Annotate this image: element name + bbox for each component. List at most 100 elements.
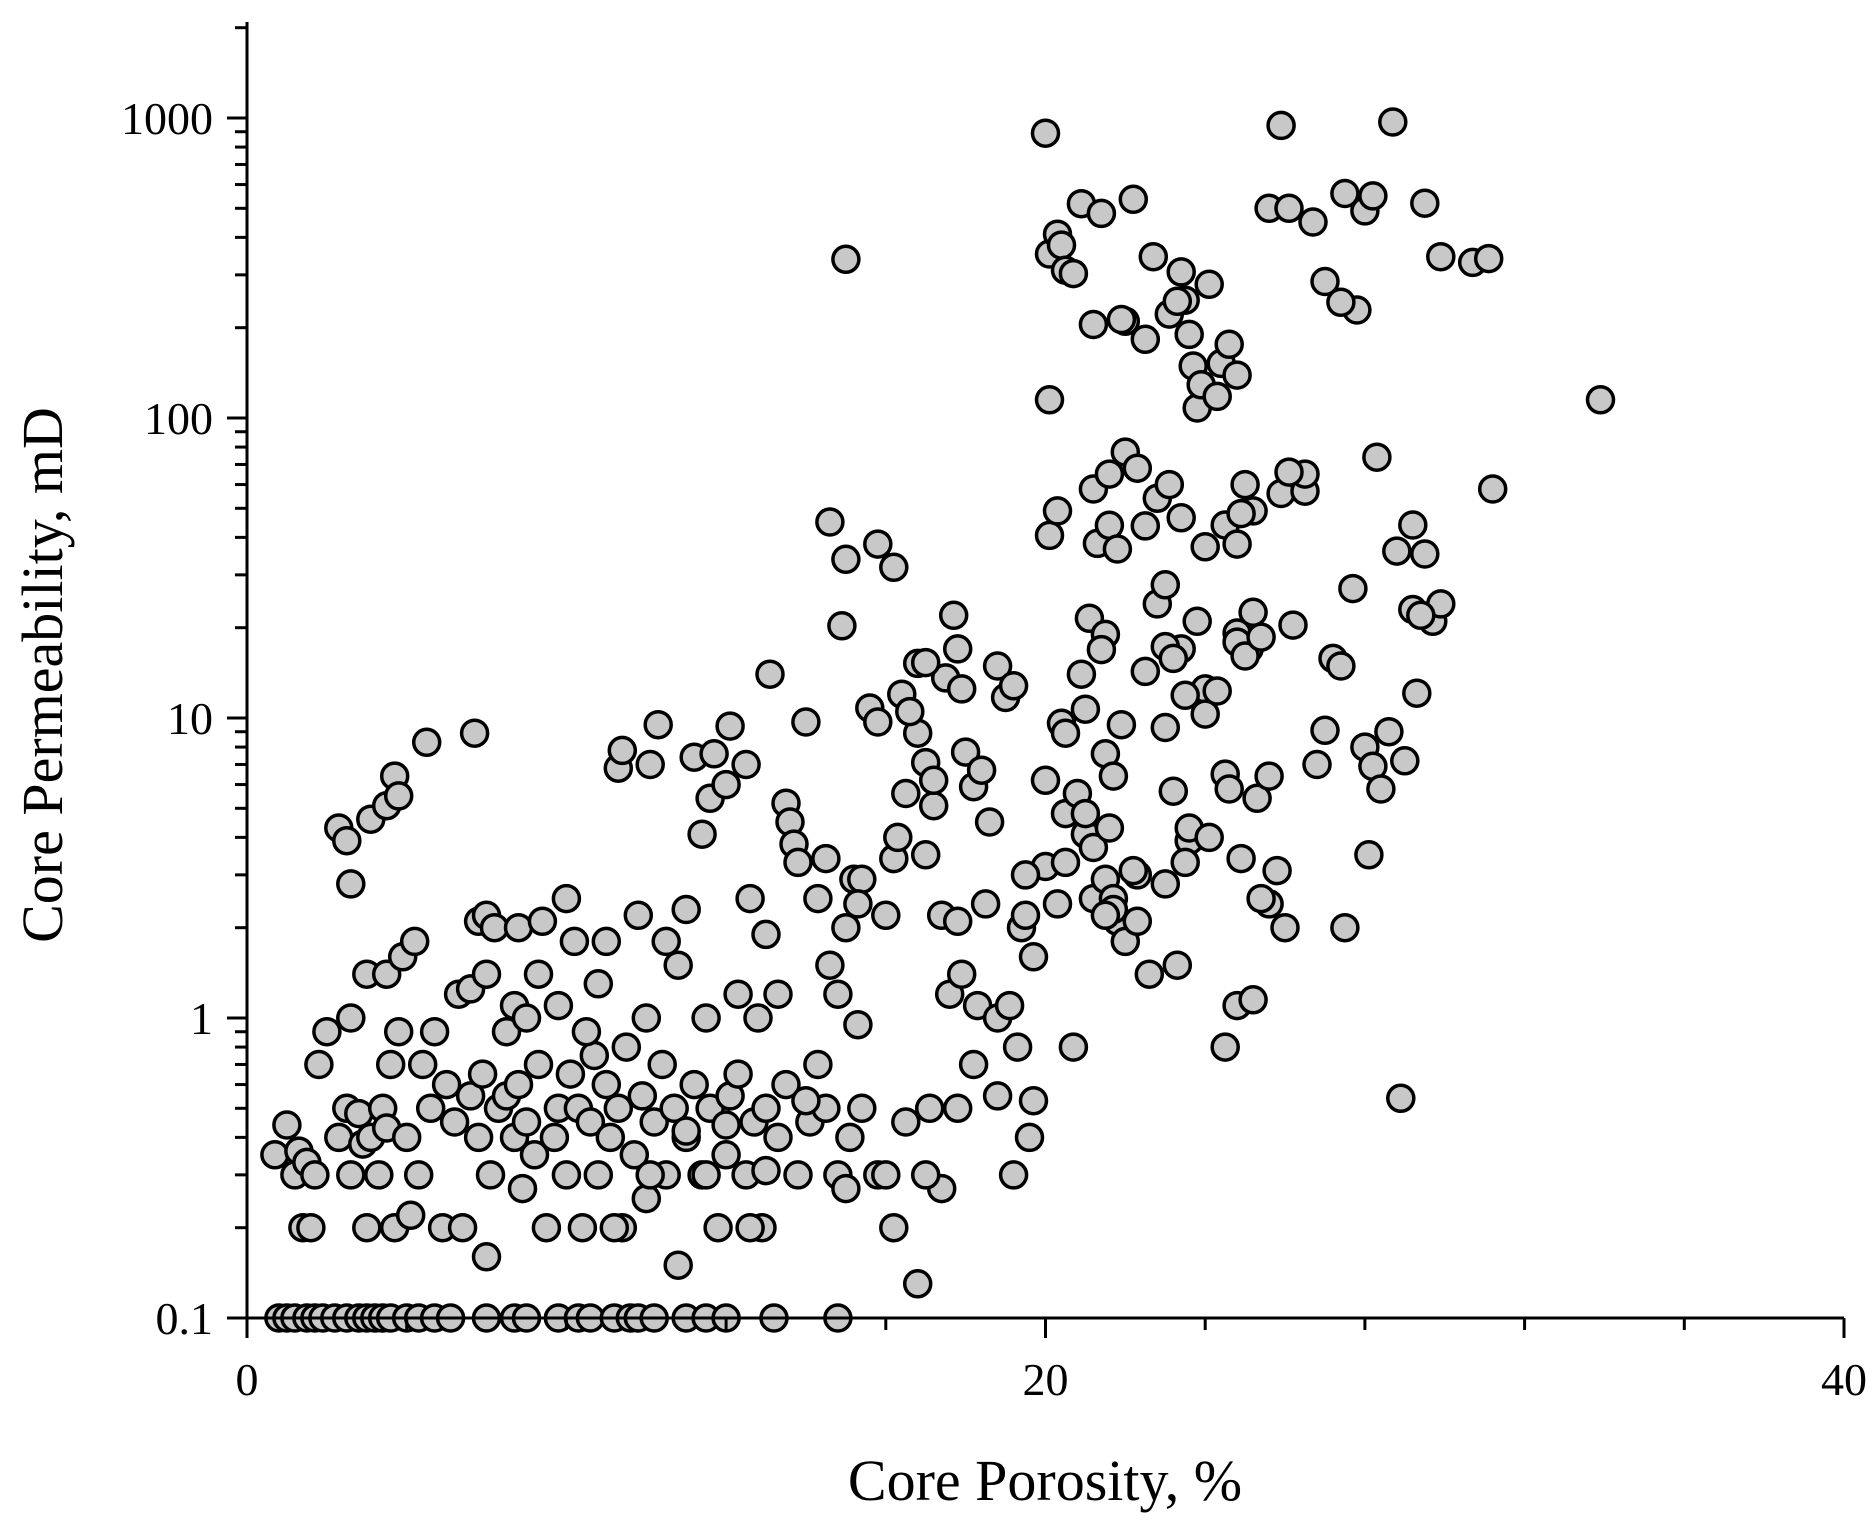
data-point	[1122, 906, 1153, 937]
data-point	[559, 926, 590, 957]
data-point	[783, 1160, 813, 1190]
data-point	[631, 1003, 662, 1033]
data-point	[571, 1016, 602, 1047]
data-point	[1310, 266, 1340, 297]
y-tick-label: 100	[144, 393, 213, 444]
data-point	[603, 1093, 634, 1124]
data-point	[914, 1093, 945, 1124]
data-point	[1390, 746, 1420, 776]
data-point	[982, 651, 1013, 681]
data-point	[272, 1110, 302, 1140]
x-tick-label: 0	[236, 1354, 259, 1405]
data-point	[383, 1016, 414, 1047]
data-point	[1130, 656, 1161, 687]
data-point	[863, 529, 893, 559]
data-point	[950, 737, 981, 767]
data-point	[1058, 258, 1089, 289]
data-point	[966, 755, 997, 785]
data-point	[619, 1140, 650, 1170]
data-point	[583, 1160, 614, 1190]
data-point	[583, 969, 614, 999]
data-point	[336, 1160, 366, 1190]
data-point	[871, 1160, 901, 1190]
data-point	[711, 769, 741, 800]
data-point	[974, 807, 1005, 837]
data-point	[523, 959, 554, 989]
data-point	[519, 1140, 550, 1170]
data-point	[751, 919, 781, 950]
data-point	[803, 883, 833, 914]
data-point	[1222, 360, 1252, 390]
data-point	[1473, 243, 1504, 274]
data-point	[831, 912, 861, 943]
data-point	[1210, 1032, 1240, 1062]
data-point	[1106, 304, 1137, 335]
data-point	[970, 889, 1001, 919]
data-point	[1162, 286, 1193, 317]
data-point	[998, 1160, 1029, 1190]
data-point	[671, 894, 701, 925]
data-point	[1190, 532, 1220, 562]
data-point	[575, 1107, 606, 1137]
data-point	[1238, 985, 1268, 1015]
data-point	[623, 900, 654, 931]
data-point	[803, 1049, 833, 1080]
data-point	[1050, 847, 1081, 878]
data-point	[946, 674, 977, 704]
data-point	[1378, 107, 1408, 137]
data-point	[419, 1016, 450, 1047]
data-point	[1298, 207, 1328, 237]
data-point	[1166, 503, 1196, 533]
data-point	[1326, 287, 1356, 318]
data-point	[938, 600, 969, 631]
data-point	[663, 1250, 693, 1280]
data-point	[439, 1107, 470, 1137]
data-point	[755, 659, 785, 689]
tick-labels-layer: 0 20 40 0.1 1 10 100 1000	[121, 93, 1867, 1405]
data-point	[627, 1081, 658, 1111]
data-point	[1046, 230, 1077, 260]
data-point	[671, 1116, 701, 1146]
data-point	[958, 1049, 989, 1080]
data-point	[1330, 912, 1360, 943]
data-point	[507, 1173, 538, 1204]
data-point	[1402, 678, 1432, 708]
data-point	[1010, 860, 1041, 890]
data-point	[918, 765, 949, 796]
data-point	[1078, 309, 1109, 340]
data-point	[1166, 257, 1196, 287]
data-point	[1270, 912, 1300, 943]
data-point	[910, 647, 941, 678]
data-point	[1130, 511, 1161, 541]
data-point	[1190, 699, 1220, 729]
data-point	[479, 912, 510, 943]
data-point	[336, 1003, 366, 1033]
y-axis-title: Core Permeability, mD	[10, 407, 75, 943]
data-point	[1194, 269, 1224, 300]
data-point	[1362, 442, 1392, 472]
data-point	[1274, 457, 1304, 487]
data-point	[1138, 241, 1169, 272]
data-point	[1222, 529, 1252, 559]
data-point	[891, 1107, 921, 1137]
data-point	[1170, 847, 1200, 878]
ticks-layer	[227, 26, 1846, 1338]
data-point	[918, 790, 949, 821]
data-point	[663, 950, 693, 980]
data-point	[407, 1049, 438, 1080]
data-point	[883, 822, 913, 853]
data-point	[1202, 381, 1232, 412]
data-point	[679, 1069, 709, 1100]
data-point	[691, 1160, 721, 1190]
x-tick-label: 40	[1821, 1354, 1867, 1405]
data-point	[336, 869, 366, 899]
data-point	[703, 1212, 733, 1243]
data-point	[260, 1140, 290, 1170]
data-point	[332, 825, 362, 856]
data-point	[567, 1212, 598, 1243]
data-point	[1118, 855, 1149, 886]
data-point	[1202, 676, 1232, 706]
data-point	[1134, 959, 1165, 989]
data-point	[843, 889, 873, 919]
data-point	[1274, 193, 1304, 224]
